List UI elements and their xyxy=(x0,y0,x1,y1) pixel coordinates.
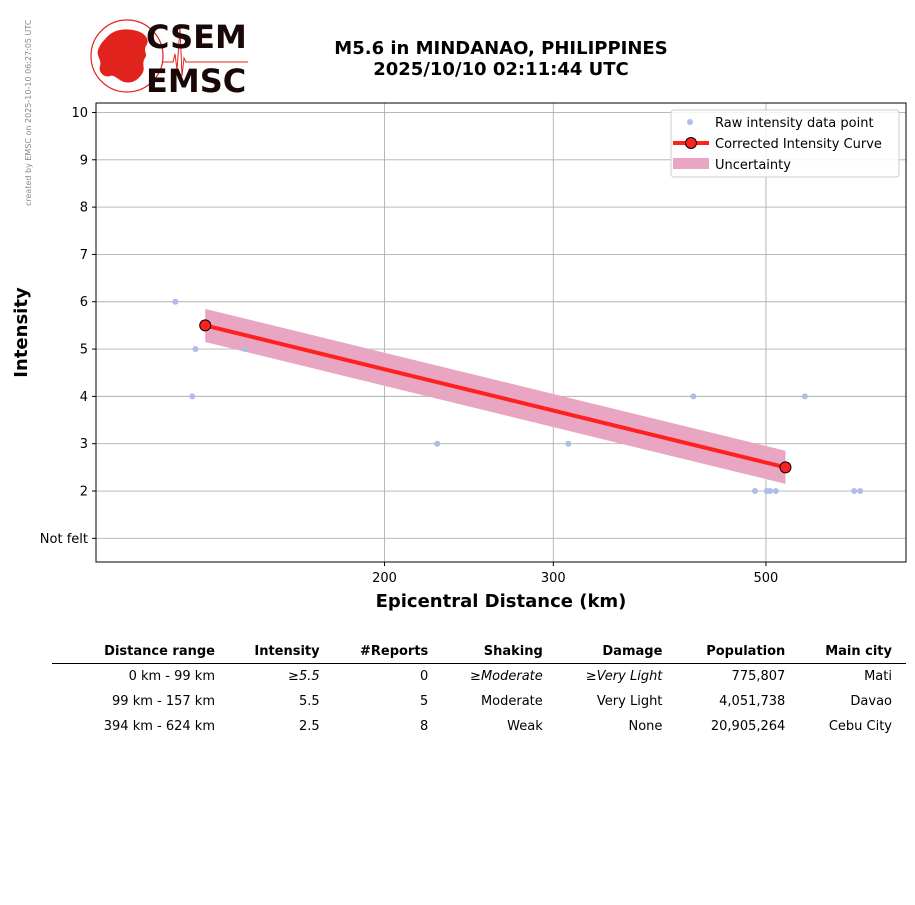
header-reports: #Reports xyxy=(359,643,429,659)
y-tick-label: 6 xyxy=(80,295,88,310)
cell-intensity: 5.5 xyxy=(298,693,320,709)
legend-swatch-uncertainty xyxy=(673,158,709,169)
y-axis-label: Intensity xyxy=(11,287,32,378)
cell-shaking: Moderate xyxy=(480,693,543,709)
raw-data-point xyxy=(189,393,196,400)
intensity-chart: Not felt 2 3 4 5 6 7 8 9 10 200 300 500 Epicentral Di… xyxy=(11,102,907,612)
table-row: 99 km - 157 km 5.5 5 Moderate Very Light… xyxy=(52,689,906,714)
cell-population: 4,051,738 xyxy=(719,693,786,709)
y-tick-label: 10 xyxy=(71,106,88,121)
x-axis-label: Epicentral Distance (km) xyxy=(376,591,627,612)
raw-data-point xyxy=(851,488,858,495)
raw-data-point xyxy=(767,488,774,495)
title-line-time: 2025/10/10 02:11:44 UTC xyxy=(373,59,629,80)
legend-marker-curve xyxy=(685,137,697,149)
raw-data-point xyxy=(801,393,808,400)
table-row: 394 km - 624 km 2.5 8 Weak None 20,905,2… xyxy=(52,714,906,739)
y-tick-label: Not felt xyxy=(40,532,88,547)
header-damage: Damage xyxy=(602,643,663,659)
raw-data-point xyxy=(857,488,864,495)
cell-damage: None xyxy=(628,718,663,734)
logo-seismogram xyxy=(163,27,248,77)
cell-reports: 5 xyxy=(420,693,429,709)
raw-data-point xyxy=(241,346,248,353)
y-tick-label: 4 xyxy=(80,390,88,405)
cell-damage: Very Light xyxy=(596,693,663,709)
raw-data-point xyxy=(565,440,572,447)
cell-intensity: ≥5.5 xyxy=(288,668,320,684)
cell-shaking: ≥Moderate xyxy=(470,668,543,684)
raw-data-point xyxy=(434,440,441,447)
cell-distance: 0 km - 99 km xyxy=(128,668,215,684)
cell-population: 20,905,264 xyxy=(710,718,786,734)
cell-damage: ≥Very Light xyxy=(585,668,663,684)
legend-label-curve: Corrected Intensity Curve xyxy=(715,137,882,152)
cell-distance: 394 km - 624 km xyxy=(103,718,215,734)
logo-globe-ring xyxy=(90,19,164,93)
cell-city: Cebu City xyxy=(828,718,892,734)
header-shaking: Shaking xyxy=(483,643,543,659)
table-row: 0 km - 99 km ≥5.5 0 ≥Moderate ≥Very Ligh… xyxy=(52,664,906,690)
title-line-event: M5.6 in MINDANAO, PHILIPPINES xyxy=(334,38,668,59)
raw-data-point xyxy=(751,488,758,495)
logo-globe-continents xyxy=(97,29,148,83)
x-tick-label: 300 xyxy=(541,571,566,586)
cell-city: Mati xyxy=(864,668,892,684)
x-tick-label: 500 xyxy=(754,571,779,586)
y-tick-label: 3 xyxy=(80,437,88,452)
x-tick-label: 200 xyxy=(372,571,397,586)
y-tick-label: 9 xyxy=(80,153,88,168)
y-tick-label: 5 xyxy=(80,343,88,358)
legend-label-raw: Raw intensity data point xyxy=(715,116,874,131)
header-distance-range: Distance range xyxy=(104,643,215,659)
legend-marker-raw xyxy=(687,119,693,125)
table-header-row: Distance range Intensity #Reports Shakin… xyxy=(52,640,906,664)
chart-title: M5.6 in MINDANAO, PHILIPPINES 2025/10/10… xyxy=(300,38,702,80)
raw-data-point xyxy=(772,488,779,495)
corrected-curve-marker xyxy=(779,461,792,474)
logo-text-emsc: EMSC xyxy=(146,62,246,98)
cell-city: Davao xyxy=(850,693,892,709)
legend-label-uncertainty: Uncertainty xyxy=(715,158,791,173)
raw-data-point xyxy=(690,393,697,400)
cell-reports: 0 xyxy=(420,668,429,684)
y-tick-label: 7 xyxy=(80,248,88,263)
corrected-curve-line xyxy=(204,323,786,470)
header-intensity: Intensity xyxy=(254,643,320,659)
raw-data-point xyxy=(192,346,199,353)
emsc-logo: CSEM EMSC xyxy=(90,18,248,98)
logo-text-csem: CSEM xyxy=(146,18,247,56)
y-tick-label: 2 xyxy=(80,485,88,500)
cell-reports: 8 xyxy=(420,718,429,734)
legend-box xyxy=(670,109,900,178)
raw-data-point xyxy=(172,298,179,305)
corrected-curve-marker xyxy=(199,319,212,332)
plot-frame xyxy=(95,102,907,563)
header-main-city: Main city xyxy=(825,643,892,659)
cell-population: 775,807 xyxy=(731,668,786,684)
y-tick-label: 8 xyxy=(80,201,88,216)
cell-shaking: Weak xyxy=(507,718,543,734)
cell-distance: 99 km - 157 km xyxy=(112,693,215,709)
summary-table: Distance range Intensity #Reports Shakin… xyxy=(52,640,906,739)
summary-table-container: Distance range Intensity #Reports Shakin… xyxy=(52,640,906,739)
header-population: Population xyxy=(706,643,786,659)
cell-intensity: 2.5 xyxy=(298,718,320,734)
